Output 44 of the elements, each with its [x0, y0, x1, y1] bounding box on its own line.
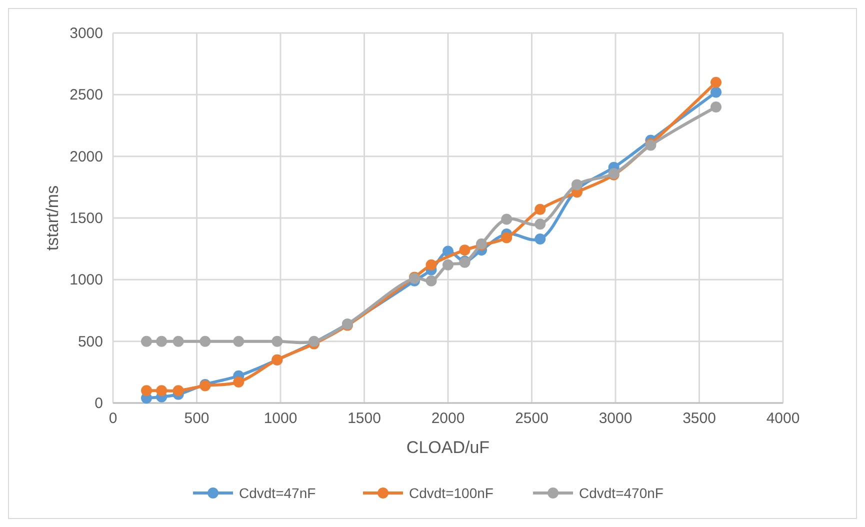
y-axis-title: tstart/ms	[43, 185, 62, 251]
legend-label: Cdvdt=470nF	[579, 485, 664, 501]
x-tick-label: 2000	[431, 410, 465, 427]
legend-label: Cdvdt=100nF	[409, 485, 494, 501]
point	[141, 336, 152, 347]
x-tick-label: 4000	[766, 410, 800, 427]
point	[710, 76, 722, 88]
point	[426, 259, 437, 270]
y-tick-label: 2500	[70, 86, 103, 104]
y-tick-label: 3000	[70, 25, 103, 42]
point	[172, 385, 184, 396]
point	[156, 336, 168, 347]
point	[534, 233, 546, 244]
point	[141, 385, 152, 396]
legend-label: Cdvdt=47nF	[239, 485, 316, 501]
point	[710, 86, 722, 98]
y-tick-label: 1000	[70, 272, 103, 289]
point	[172, 336, 184, 347]
x-tick-label: 500	[184, 410, 210, 427]
point	[501, 232, 512, 244]
point	[710, 102, 722, 112]
point	[459, 244, 470, 256]
point	[200, 336, 211, 347]
y-tick-label: 0	[94, 395, 103, 412]
x-tick-label: 0	[108, 410, 118, 427]
x-tick-label: 2500	[515, 410, 548, 427]
y-tick-label: 500	[78, 333, 103, 350]
point	[272, 336, 283, 347]
y-tick-label: 2000	[70, 148, 103, 166]
x-tick-label: 3000	[598, 410, 632, 427]
x-axis-title: CLOAD/uF	[406, 438, 490, 457]
point	[442, 259, 454, 270]
point	[501, 214, 512, 225]
x-tick-label: 1500	[348, 410, 381, 427]
point	[534, 218, 546, 230]
point	[534, 204, 546, 215]
x-tick-label: 3500	[682, 410, 716, 427]
point	[233, 336, 244, 347]
point	[571, 179, 582, 190]
point	[426, 275, 437, 286]
point	[156, 385, 168, 396]
x-tick-label: 1000	[264, 410, 298, 427]
y-tick-label: 1500	[70, 210, 103, 227]
point	[233, 376, 244, 388]
